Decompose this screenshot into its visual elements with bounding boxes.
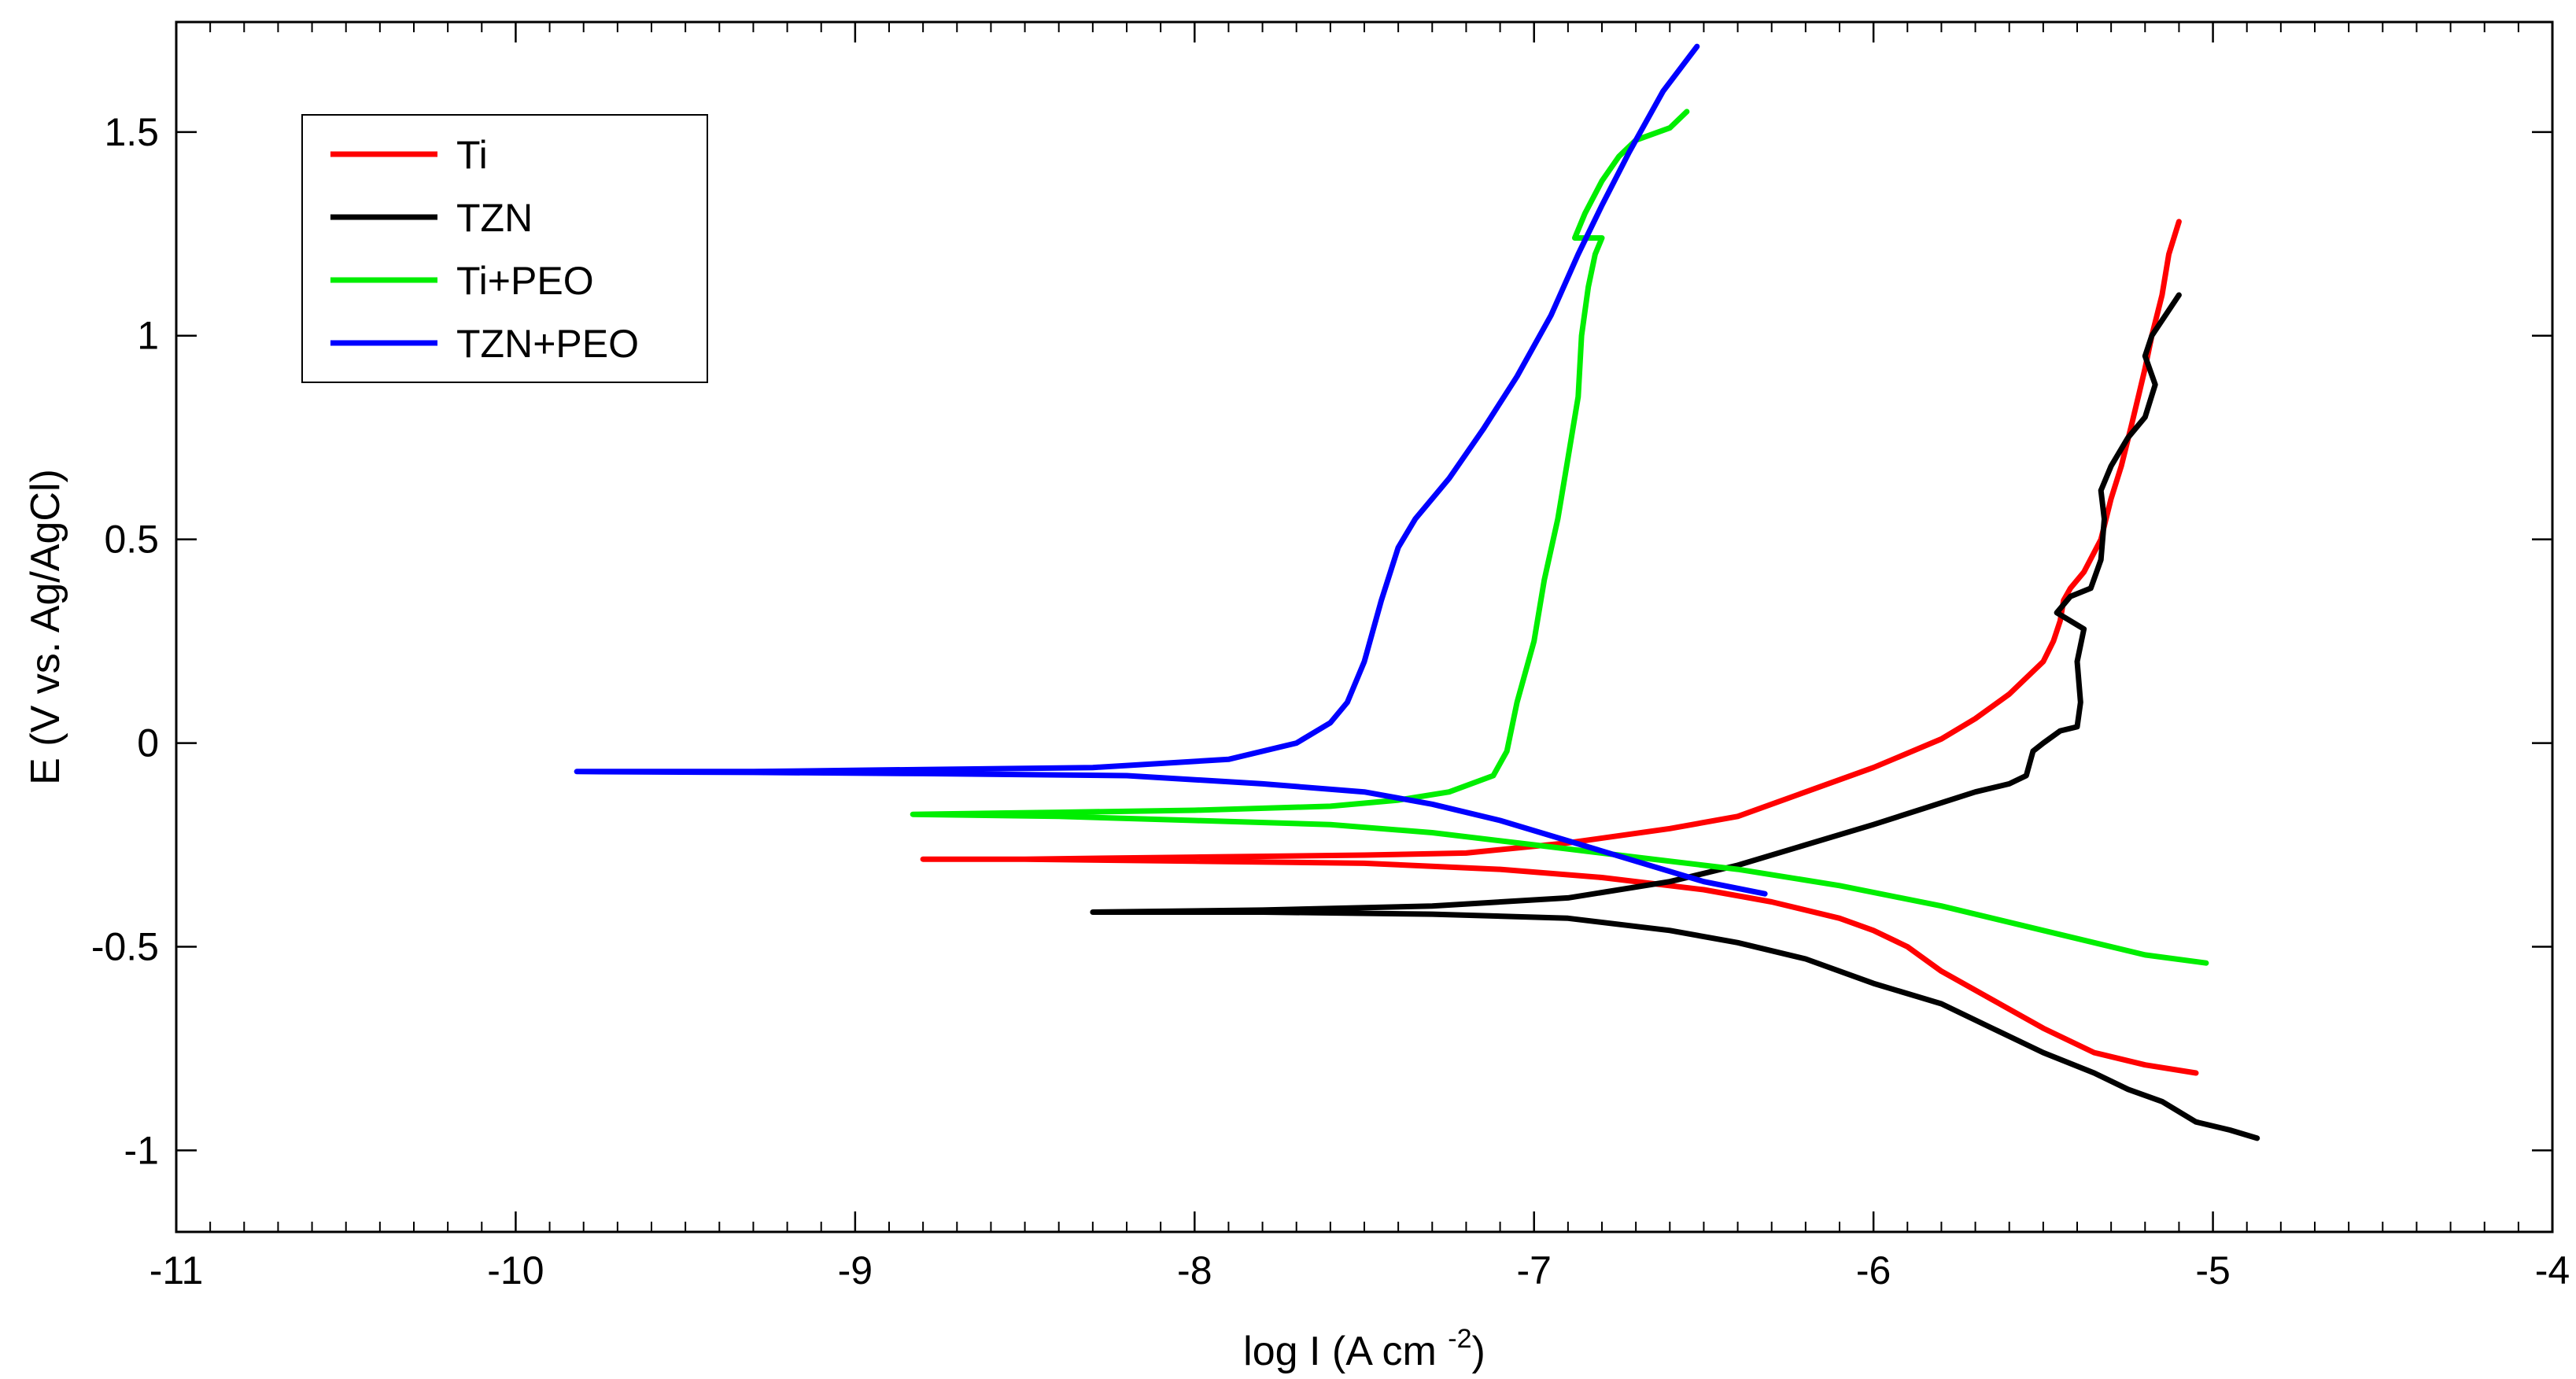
legend-label: Ti [456,133,488,177]
x-tick-label: -10 [487,1248,544,1292]
x-tick-label: -5 [2195,1248,2230,1292]
x-tick-label: -4 [2535,1248,2570,1292]
series-line-tzn [1090,292,2260,1141]
legend: Ti TZN Ti+PEO TZN+PEO [301,114,708,383]
x-axis-title: log I (A cm -2) [1243,1324,1485,1374]
x-tick-label: -8 [1177,1248,1212,1292]
axis-ticks: -11 -10 -9 -8 -7 -6 -5 -4 -1 -0.5 0 0.5 1 1.5 [91,22,2570,1292]
x-tick-label: -6 [1856,1248,1891,1292]
x-tick-label: -7 [1516,1248,1551,1292]
y-tick-label: 0 [137,721,159,765]
y-tick-label: -1 [124,1128,159,1172]
y-tick-label: 1 [137,314,159,358]
series-line-ti-peo [910,109,2209,966]
legend-label: TZN+PEO [456,322,639,366]
y-tick-label: 0.5 [104,518,159,562]
series-line-tzn-peo [574,43,1768,897]
legend-label: Ti+PEO [456,259,594,303]
y-tick-label: -0.5 [91,925,159,969]
legend-label: TZN [456,196,533,240]
x-tick-label: -9 [838,1248,873,1292]
x-tick-label: -11 [149,1248,204,1292]
series-line-ti [920,219,2199,1076]
legend-box [301,114,708,383]
y-axis-title: E (V vs. Ag/AgCl) [23,469,68,785]
y-tick-label: 1.5 [104,110,159,154]
series-layer [574,43,2260,1141]
